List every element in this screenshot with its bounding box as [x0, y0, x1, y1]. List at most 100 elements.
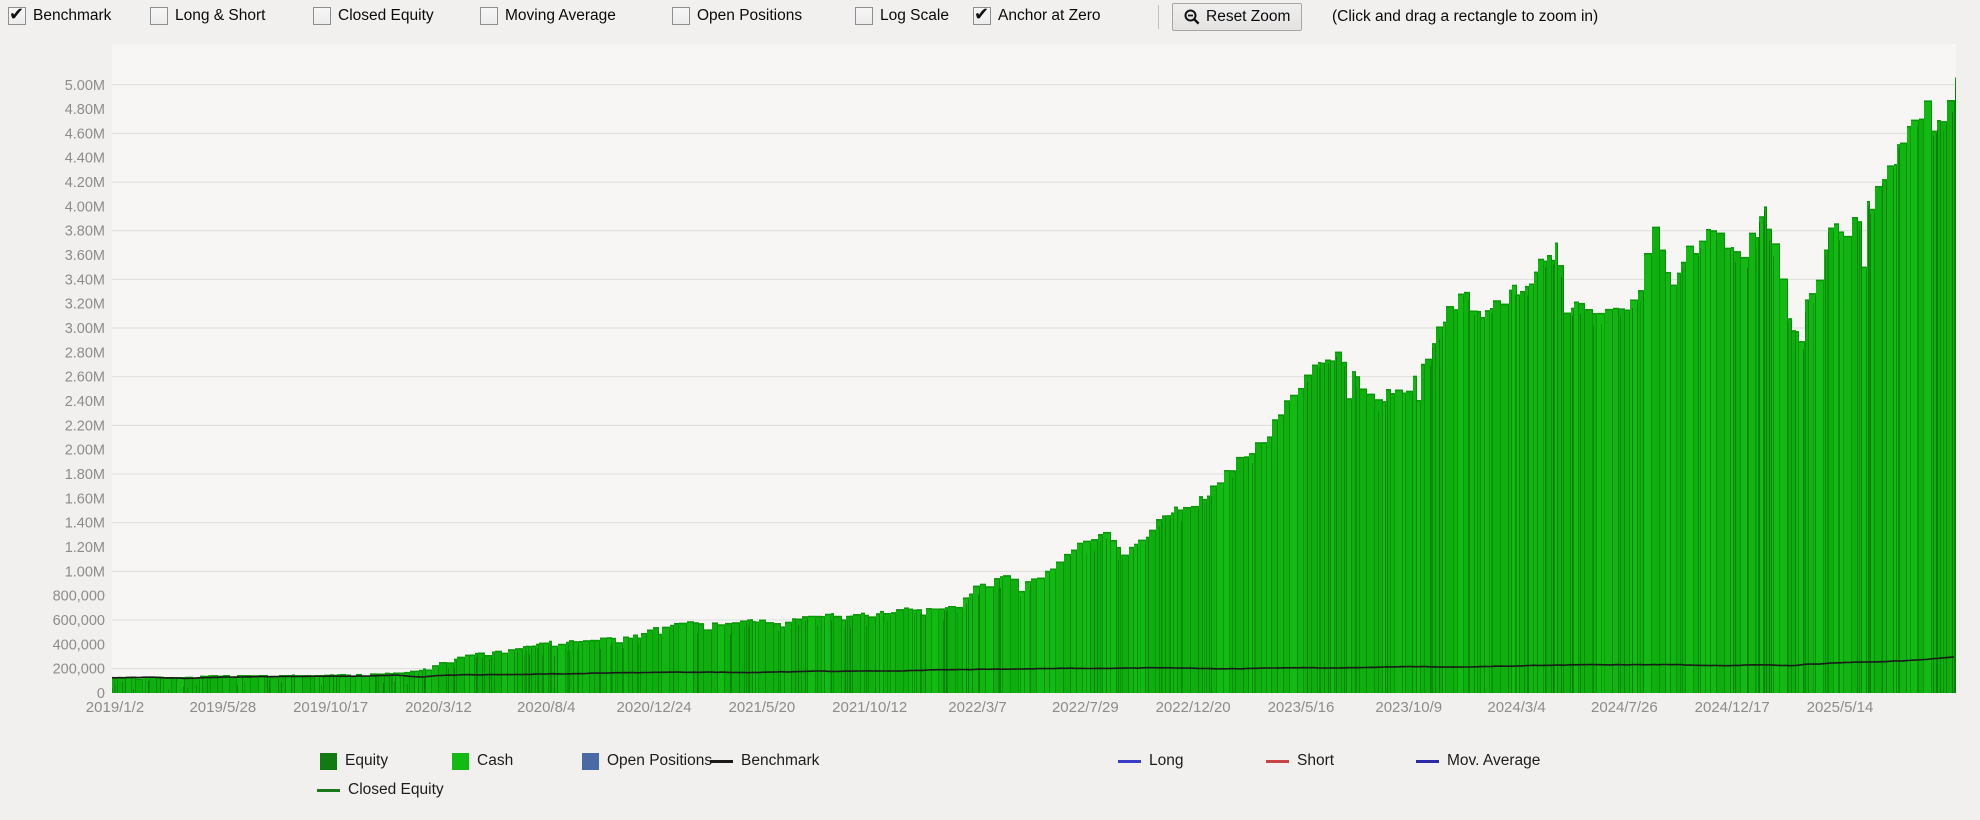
legend-item-short: Short [1266, 751, 1334, 771]
x-tick-label: 2020/8/4 [517, 699, 575, 716]
legend-swatch-open-positions [582, 752, 599, 770]
checkbox-moving-average[interactable]: Moving Average [480, 7, 616, 25]
y-tick-label: 3.40M [65, 272, 105, 288]
x-tick-label: 2023/5/16 [1268, 699, 1335, 716]
legend-label: Cash [477, 752, 514, 769]
y-tick-label: 2.20M [65, 418, 105, 434]
legend-item-long: Long [1118, 751, 1183, 771]
legend-swatch-short [1266, 759, 1289, 763]
checkbox-long-short[interactable]: Long & Short [150, 7, 265, 25]
x-tick-label: 2020/12/24 [617, 699, 692, 716]
x-tick-label: 2022/3/7 [948, 699, 1006, 716]
x-tick-label: 2023/10/9 [1375, 699, 1442, 716]
toolbar: ✔ Benchmark Long & Short Closed Equity Movin… [0, 0, 1980, 34]
legend-label: Benchmark [741, 752, 820, 769]
legend-label: Long [1149, 752, 1184, 769]
y-tick-label: 4.40M [65, 151, 105, 167]
y-tick-label: 1.00M [65, 564, 105, 580]
y-tick-label: 1.80M [65, 467, 105, 483]
y-tick-label: 3.00M [65, 321, 105, 337]
legend-item-cash: Cash [452, 751, 513, 771]
checkbox-label: Anchor at Zero [998, 7, 1101, 24]
y-tick-label: 800,000 [53, 589, 105, 605]
checkbox-label: Open Positions [697, 7, 803, 24]
checkbox-box-moving-average[interactable] [480, 7, 498, 25]
x-tick-label: 2022/7/29 [1052, 699, 1119, 716]
y-tick-label: 4.20M [65, 175, 105, 191]
y-tick-label: 400,000 [53, 637, 105, 653]
x-tick-label: 2021/5/20 [729, 699, 796, 716]
y-tick-label: 0 [97, 686, 105, 702]
y-tick-label: 2.40M [65, 394, 105, 410]
checkbox-log-scale[interactable]: Log Scale [855, 7, 949, 25]
y-tick-label: 5.00M [65, 78, 105, 94]
x-tick-label: 2020/3/12 [405, 699, 472, 716]
x-tick-label: 2025/5/14 [1807, 699, 1874, 716]
check-mark-icon: ✔ [9, 4, 25, 24]
x-tick-label: 2024/12/17 [1695, 699, 1770, 716]
x-tick-label: 2019/10/17 [293, 699, 368, 716]
y-tick-label: 600,000 [53, 613, 105, 629]
checkbox-box-open-positions[interactable] [672, 7, 690, 25]
reset-zoom-button[interactable]: Reset Zoom [1172, 3, 1303, 31]
legend-label: Open Positions [607, 752, 713, 769]
x-tick-label: 2024/7/26 [1591, 699, 1658, 716]
y-tick-label: 3.20M [65, 297, 105, 313]
check-mark-icon: ✔ [974, 4, 990, 24]
legend-label: Closed Equity [348, 781, 444, 798]
x-tick-label: 2024/3/4 [1487, 699, 1545, 716]
checkbox-open-positions[interactable]: Open Positions [672, 7, 802, 25]
legend-item-equity: Equity [320, 751, 388, 771]
x-tick-label: 2019/1/2 [86, 699, 144, 716]
y-tick-label: 1.60M [65, 491, 105, 507]
checkbox-box-benchmark[interactable]: ✔ [8, 4, 26, 25]
checkbox-anchor-at-zero[interactable]: ✔ Anchor at Zero [973, 4, 1101, 25]
legend-swatch-mov-average [1416, 759, 1439, 763]
checkbox-label: Moving Average [505, 7, 616, 24]
legend-swatch-long [1118, 759, 1141, 763]
checkbox-box-log-scale[interactable] [855, 7, 873, 25]
reset-zoom-label: Reset Zoom [1206, 8, 1291, 25]
checkbox-box-anchor-at-zero[interactable]: ✔ [973, 4, 991, 25]
legend-swatch-closed-equity [317, 788, 340, 792]
y-tick-label: 3.80M [65, 224, 105, 240]
y-tick-label: 4.80M [65, 102, 105, 118]
y-tick-label: 2.80M [65, 345, 105, 361]
y-tick-label: 2.00M [65, 443, 105, 459]
legend-label: Mov. Average [1447, 752, 1541, 769]
zoom-out-icon [1184, 9, 1200, 25]
legend-label: Equity [345, 752, 389, 769]
y-tick-label: 3.60M [65, 248, 105, 264]
checkbox-benchmark[interactable]: ✔ Benchmark [8, 4, 111, 25]
y-axis-labels: 0 200,000 400,000 600,000 800,000 1.00M 1.20M 1… [53, 78, 105, 702]
benchmark-line [111, 656, 1955, 680]
legend-item-benchmark: Benchmark [710, 751, 819, 771]
legend-swatch-equity [320, 752, 337, 770]
y-tick-label: 4.00M [65, 199, 105, 215]
y-tick-label: 1.20M [65, 540, 105, 556]
legend-item-closed-equity: Closed Equity [317, 780, 444, 800]
checkbox-label: Long & Short [175, 7, 266, 24]
x-axis-labels: 2019/1/2 2019/5/28 2019/10/17 2020/3/12 2020… [86, 699, 1874, 716]
legend-item-mov-average: Mov. Average [1416, 751, 1540, 771]
zoom-hint-text: (Click and drag a rectangle to zoom in) [1332, 8, 1599, 25]
x-tick-label: 2021/10/12 [832, 699, 907, 716]
equity-area-bars [112, 77, 1956, 694]
toolbar-separator [1158, 5, 1159, 29]
y-tick-label: 4.60M [65, 126, 105, 142]
legend-label: Short [1297, 752, 1335, 769]
checkbox-closed-equity[interactable]: Closed Equity [313, 7, 434, 25]
checkbox-label: Closed Equity [338, 7, 434, 24]
y-tick-label: 200,000 [53, 662, 105, 678]
legend-item-open-positions: Open Positions [582, 751, 712, 771]
legend-swatch-cash [452, 752, 469, 770]
legend-swatch-benchmark [710, 759, 733, 763]
y-tick-label: 2.60M [65, 370, 105, 386]
checkbox-box-closed-equity[interactable] [313, 7, 331, 25]
x-tick-label: 2019/5/28 [189, 699, 256, 716]
checkbox-label: Log Scale [880, 7, 949, 24]
x-tick-label: 2022/12/20 [1156, 699, 1231, 716]
equity-chart[interactable]: 0 200,000 400,000 600,000 800,000 1.00M 1.20M 1… [0, 0, 1980, 736]
checkbox-box-long-short[interactable] [150, 7, 168, 25]
y-tick-label: 1.40M [65, 516, 105, 532]
